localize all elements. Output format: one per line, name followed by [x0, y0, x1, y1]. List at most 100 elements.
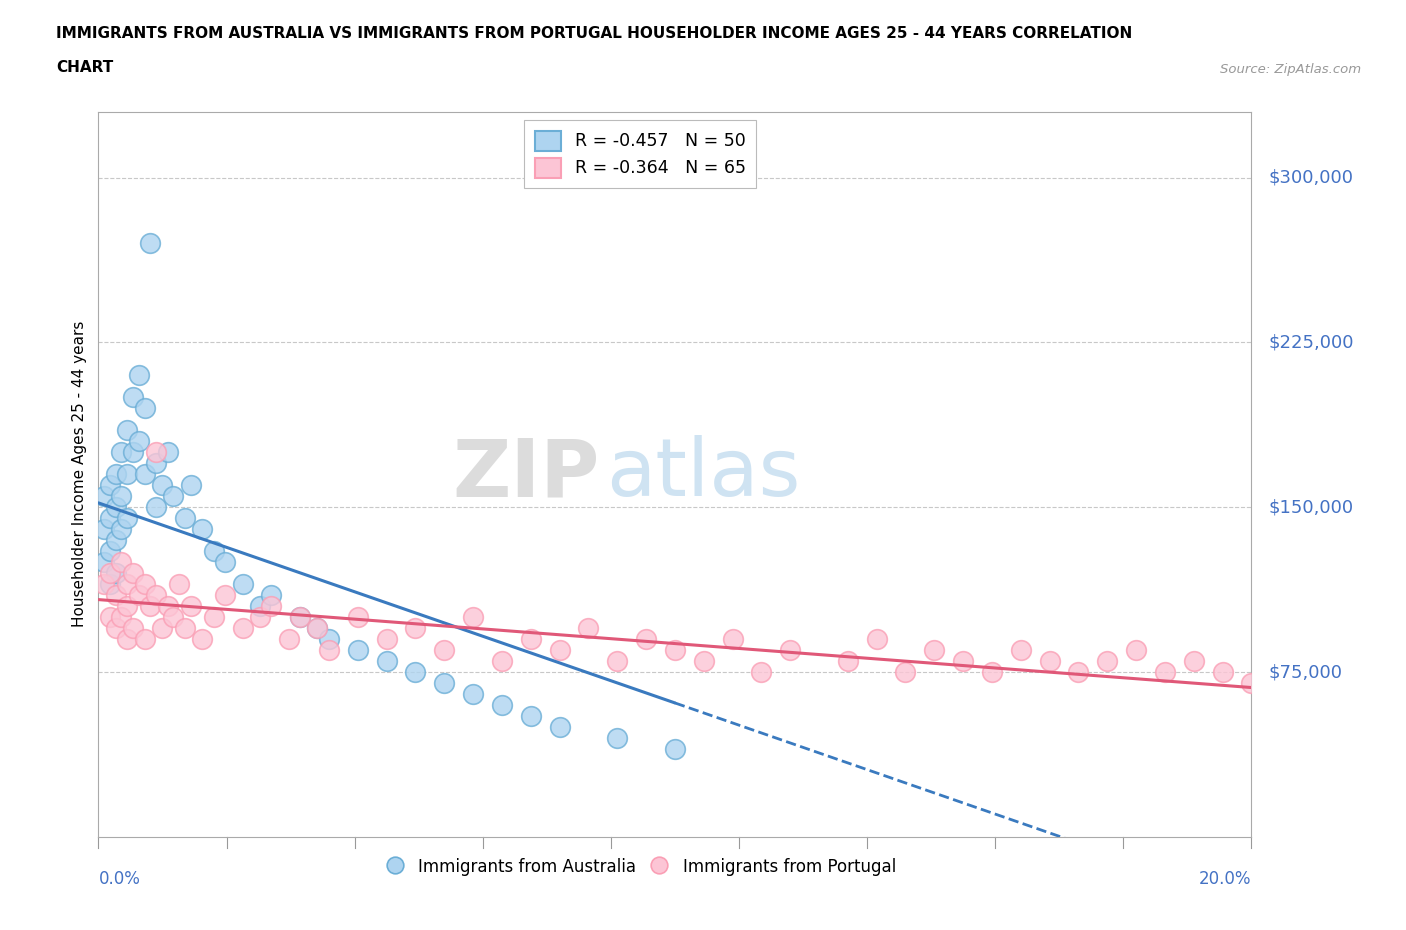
Point	[104, 499, 127, 514]
Text: $75,000: $75,000	[1268, 663, 1343, 681]
Point	[117, 631, 138, 646]
Point	[98, 577, 121, 591]
Point	[98, 544, 121, 559]
Point	[307, 620, 329, 635]
Point	[180, 599, 202, 614]
Point	[277, 631, 299, 646]
Point	[122, 620, 145, 635]
Point	[375, 631, 398, 646]
Point	[433, 676, 456, 691]
Point	[145, 588, 167, 603]
Point	[952, 654, 974, 669]
Point	[664, 643, 686, 658]
Point	[174, 511, 197, 525]
Point	[110, 522, 132, 537]
Point	[134, 577, 156, 591]
Point	[981, 665, 1004, 680]
Point	[122, 445, 145, 459]
Point	[214, 588, 236, 603]
Point	[128, 588, 150, 603]
Point	[1097, 654, 1119, 669]
Point	[134, 631, 156, 646]
Point	[260, 588, 283, 603]
Text: $150,000: $150,000	[1268, 498, 1354, 516]
Point	[134, 401, 156, 416]
Point	[117, 511, 138, 525]
Point	[174, 620, 197, 635]
Text: $300,000: $300,000	[1268, 168, 1354, 187]
Point	[636, 631, 658, 646]
Point	[150, 478, 173, 493]
Point	[104, 565, 127, 580]
Point	[866, 631, 889, 646]
Point	[104, 467, 127, 482]
Point	[779, 643, 801, 658]
Point	[93, 522, 115, 537]
Point	[491, 698, 513, 712]
Point	[837, 654, 859, 669]
Point	[117, 467, 138, 482]
Point	[693, 654, 716, 669]
Point	[104, 533, 127, 548]
Text: ZIP: ZIP	[453, 435, 600, 513]
Point	[167, 577, 190, 591]
Point	[520, 631, 543, 646]
Point	[117, 599, 138, 614]
Point	[433, 643, 456, 658]
Point	[98, 610, 121, 625]
Point	[405, 620, 427, 635]
Point	[110, 445, 132, 459]
Text: Source: ZipAtlas.com: Source: ZipAtlas.com	[1220, 63, 1361, 76]
Text: CHART: CHART	[56, 60, 114, 75]
Point	[145, 445, 167, 459]
Point	[162, 610, 184, 625]
Point	[110, 555, 132, 570]
Point	[520, 709, 543, 724]
Point	[290, 610, 312, 625]
Point	[214, 555, 236, 570]
Point	[98, 565, 121, 580]
Point	[128, 368, 150, 383]
Point	[122, 390, 145, 405]
Point	[117, 577, 138, 591]
Text: 20.0%: 20.0%	[1199, 870, 1251, 887]
Point	[1182, 654, 1205, 669]
Point	[405, 665, 427, 680]
Point	[606, 731, 628, 746]
Legend: Immigrants from Australia, Immigrants from Portugal: Immigrants from Australia, Immigrants fr…	[378, 851, 903, 884]
Point	[1038, 654, 1062, 669]
Point	[122, 565, 145, 580]
Point	[191, 631, 214, 646]
Point	[578, 620, 600, 635]
Text: 0.0%: 0.0%	[98, 870, 141, 887]
Point	[548, 643, 571, 658]
Point	[98, 478, 121, 493]
Point	[491, 654, 513, 669]
Y-axis label: Householder Income Ages 25 - 44 years: Householder Income Ages 25 - 44 years	[72, 321, 87, 628]
Point	[117, 423, 138, 438]
Point	[548, 720, 571, 735]
Point	[93, 577, 115, 591]
Point	[307, 620, 329, 635]
Point	[110, 489, 132, 504]
Point	[606, 654, 628, 669]
Point	[128, 434, 150, 449]
Point	[145, 499, 167, 514]
Text: $225,000: $225,000	[1268, 334, 1354, 352]
Point	[134, 467, 156, 482]
Point	[93, 489, 115, 504]
Point	[1240, 676, 1263, 691]
Point	[156, 599, 179, 614]
Point	[290, 610, 312, 625]
Point	[156, 445, 179, 459]
Point	[191, 522, 214, 537]
Point	[318, 643, 340, 658]
Point	[922, 643, 945, 658]
Point	[98, 511, 121, 525]
Point	[162, 489, 184, 504]
Point	[231, 577, 254, 591]
Point	[202, 544, 225, 559]
Point	[346, 643, 368, 658]
Point	[894, 665, 917, 680]
Point	[150, 620, 173, 635]
